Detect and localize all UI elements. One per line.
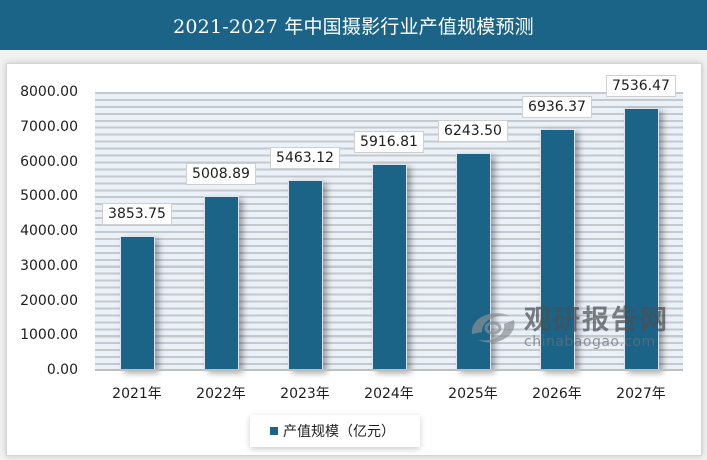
data-label: 7536.47 bbox=[606, 75, 676, 98]
watermark: 观研报告网 chinabaogao.com bbox=[466, 298, 696, 360]
bar bbox=[203, 195, 239, 370]
y-tick-label: 8000.00 bbox=[20, 84, 78, 100]
watermark-logo-icon bbox=[471, 313, 515, 343]
y-tick-label: 3000.00 bbox=[20, 257, 78, 274]
x-axis-line bbox=[95, 369, 683, 371]
data-label: 5916.81 bbox=[354, 131, 424, 154]
bar bbox=[371, 164, 407, 370]
x-tick-label: 2027年 bbox=[616, 386, 666, 402]
data-label: 6243.50 bbox=[438, 120, 508, 143]
x-tick-label: 2025年 bbox=[448, 386, 498, 402]
bar bbox=[119, 236, 155, 370]
legend-label: 产值规模（亿元） bbox=[283, 424, 395, 440]
x-tick-label: 2026年 bbox=[532, 386, 582, 402]
legend: 产值规模（亿元） bbox=[250, 415, 420, 447]
bar bbox=[539, 128, 575, 370]
x-tick-label: 2021年 bbox=[112, 386, 162, 402]
watermark-en: chinabaogao.com bbox=[524, 334, 656, 350]
x-tick-label: 2024年 bbox=[364, 386, 414, 402]
bar bbox=[623, 108, 659, 370]
data-label: 5008.89 bbox=[186, 162, 256, 185]
watermark-cn: 观研报告网 bbox=[524, 305, 669, 336]
data-label: 3853.75 bbox=[102, 203, 172, 226]
y-tick-label: 1000.00 bbox=[20, 327, 78, 344]
chart-title: 2021-2027 年中国摄影行业产值规模预测 bbox=[173, 15, 534, 38]
x-tick-label: 2023年 bbox=[280, 386, 330, 402]
y-tick-label: 6000.00 bbox=[20, 153, 78, 170]
y-tick-label: 0.00 bbox=[46, 362, 78, 378]
y-tick-label: 4000.00 bbox=[20, 223, 78, 239]
x-tick-label: 2022年 bbox=[196, 386, 246, 402]
legend-swatch-icon bbox=[270, 427, 278, 435]
y-tick-label: 5000.00 bbox=[20, 188, 78, 205]
y-tick-label: 7000.00 bbox=[20, 118, 78, 135]
data-label: 6936.37 bbox=[522, 95, 592, 118]
y-tick-label: 2000.00 bbox=[20, 292, 78, 309]
data-label: 5463.12 bbox=[270, 147, 340, 170]
bar bbox=[287, 180, 323, 370]
chart-title-bar: 2021-2027 年中国摄影行业产值规模预测 bbox=[0, 0, 707, 50]
